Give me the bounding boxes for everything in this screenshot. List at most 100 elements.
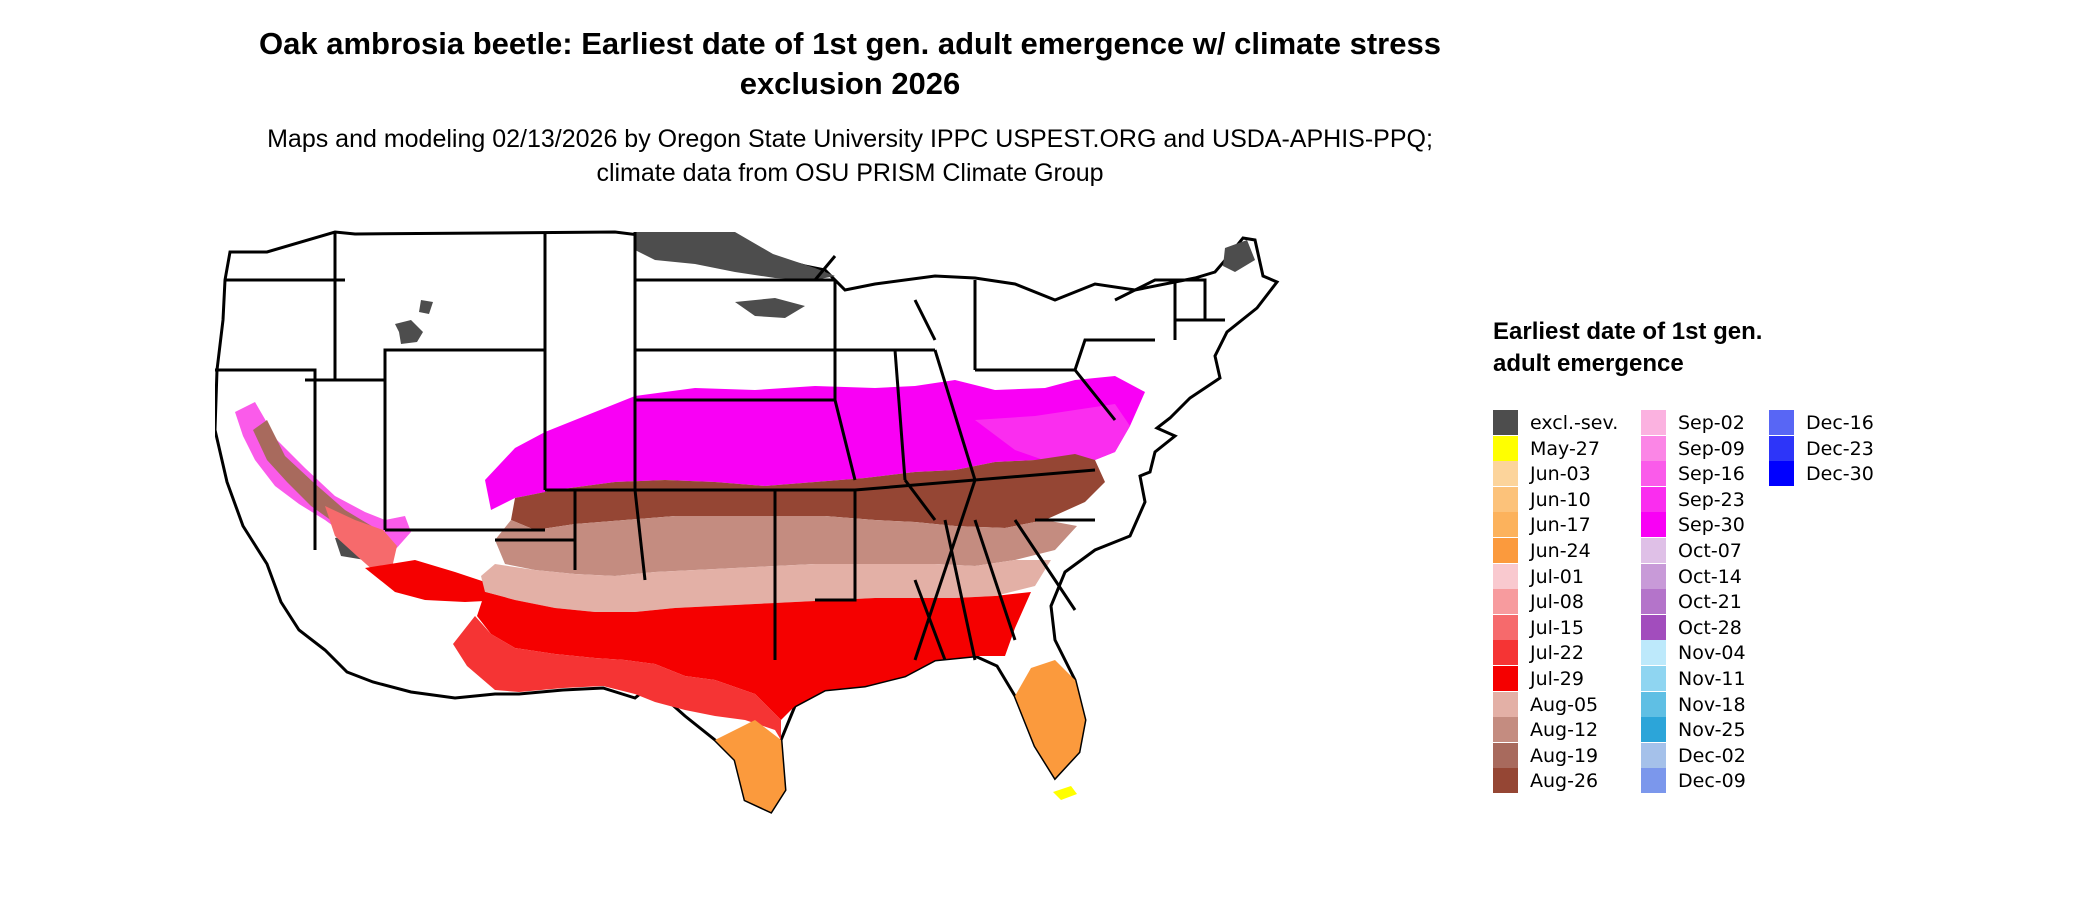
band-jun24-tx bbox=[715, 720, 785, 812]
legend-item: Aug-12 bbox=[1493, 717, 1643, 743]
map-title: Oak ambrosia beetle: Earliest date of 1s… bbox=[259, 26, 1441, 101]
legend-item: Dec-16 bbox=[1769, 410, 1919, 436]
band-jul29 bbox=[477, 592, 1031, 720]
legend-column: excl.-sev. May-27 Jun-03 Jun-10 Jun-17 Jun-24… bbox=[1493, 410, 1643, 794]
legend-column: Dec-16 Dec-23 Dec-30 bbox=[1769, 410, 1919, 487]
legend-swatch bbox=[1493, 486, 1518, 512]
legend-swatch bbox=[1769, 410, 1794, 435]
excl-region-wi bbox=[735, 298, 805, 318]
us-emergence-map bbox=[215, 230, 1280, 814]
band-sep30 bbox=[485, 376, 1145, 510]
legend-item: Dec-23 bbox=[1769, 435, 1919, 462]
legend-item: Jun-03 bbox=[1493, 461, 1643, 487]
west-red-band bbox=[325, 506, 397, 572]
legend-item: Jul-08 bbox=[1493, 589, 1643, 615]
legend-swatch bbox=[1641, 486, 1666, 512]
west-magenta-band bbox=[235, 402, 411, 560]
legend-swatch bbox=[1641, 410, 1666, 435]
legend-swatch bbox=[1493, 614, 1518, 640]
legend-swatch bbox=[1641, 537, 1666, 563]
legend-item: Nov-18 bbox=[1641, 691, 1791, 718]
legend-label: Jul-29 bbox=[1530, 667, 1584, 690]
legend-item: Aug-26 bbox=[1493, 768, 1643, 794]
legend-item: excl.-sev. bbox=[1493, 410, 1643, 436]
legend-item: Jul-29 bbox=[1493, 665, 1643, 692]
legend-item: Nov-25 bbox=[1641, 717, 1791, 743]
legend-label: Oct-28 bbox=[1678, 616, 1742, 639]
legend-label: Oct-07 bbox=[1678, 539, 1742, 562]
legend-label: Dec-16 bbox=[1806, 412, 1874, 434]
band-aug05 bbox=[481, 560, 1051, 612]
west-brown-band bbox=[253, 420, 385, 546]
legend-label: Aug-05 bbox=[1530, 693, 1599, 716]
legend-item: Sep-23 bbox=[1641, 486, 1791, 513]
legend-label: Dec-23 bbox=[1806, 437, 1874, 460]
legend-label: Nov-25 bbox=[1678, 719, 1746, 742]
legend-item: Aug-05 bbox=[1493, 691, 1643, 718]
legend-item: Jun-10 bbox=[1493, 486, 1643, 513]
legend-item: Jul-01 bbox=[1493, 563, 1643, 590]
legend-item: Sep-30 bbox=[1641, 512, 1791, 538]
legend-label: Jul-01 bbox=[1530, 565, 1584, 588]
legend-label: Aug-12 bbox=[1530, 719, 1599, 742]
legend-label: Sep-23 bbox=[1678, 488, 1745, 511]
legend-swatch bbox=[1641, 563, 1666, 589]
legend-item: Jul-22 bbox=[1493, 640, 1643, 666]
legend-item: Dec-09 bbox=[1641, 768, 1791, 794]
legend-swatch bbox=[1493, 461, 1518, 487]
legend-item: Jul-15 bbox=[1493, 614, 1643, 641]
legend-label: Aug-26 bbox=[1530, 770, 1599, 793]
legend-swatch bbox=[1493, 435, 1518, 461]
legend-label: Sep-02 bbox=[1678, 412, 1745, 434]
legend-column: Sep-02 Sep-09 Sep-16 Sep-23 Sep-30 Oct-07 Oct-… bbox=[1641, 410, 1791, 794]
legend-swatch bbox=[1493, 410, 1518, 435]
legend-label: Jun-03 bbox=[1530, 463, 1591, 486]
legend-item: May-27 bbox=[1493, 435, 1643, 462]
legend-label: Aug-19 bbox=[1530, 744, 1599, 767]
legend-swatch bbox=[1493, 640, 1518, 666]
legend-swatch bbox=[1493, 512, 1518, 538]
band-jun24-fl bbox=[1015, 660, 1085, 778]
legend-swatch bbox=[1769, 435, 1794, 461]
legend-swatch bbox=[1641, 691, 1666, 717]
legend-swatch bbox=[1493, 665, 1518, 691]
legend-label: Jul-08 bbox=[1530, 591, 1584, 614]
state-boundaries bbox=[215, 232, 1225, 661]
legend-label: Jun-10 bbox=[1530, 488, 1591, 511]
legend-item: Dec-02 bbox=[1641, 742, 1791, 769]
legend-label: excl.-sev. bbox=[1530, 412, 1619, 434]
legend-swatch bbox=[1641, 665, 1666, 691]
legend-title: Earliest date of 1st gen. adult emergenc… bbox=[1493, 318, 1763, 377]
legend-item: Oct-21 bbox=[1641, 589, 1791, 615]
excl-region-north-mn bbox=[635, 232, 835, 280]
legend-swatch bbox=[1493, 768, 1518, 794]
legend-label: Sep-09 bbox=[1678, 437, 1745, 460]
legend-label: May-27 bbox=[1530, 437, 1600, 460]
legend-item: Sep-02 bbox=[1641, 410, 1791, 436]
legend-item: Aug-19 bbox=[1493, 742, 1643, 769]
legend-item: Oct-14 bbox=[1641, 563, 1791, 590]
legend-swatch bbox=[1641, 589, 1666, 615]
legend-swatch bbox=[1641, 512, 1666, 538]
legend-label: Sep-30 bbox=[1678, 514, 1745, 537]
legend-item: Oct-07 bbox=[1641, 537, 1791, 564]
legend-swatch bbox=[1493, 537, 1518, 563]
legend-swatch bbox=[1641, 614, 1666, 640]
excl-region-wy bbox=[395, 320, 423, 344]
legend-label: Nov-18 bbox=[1678, 693, 1746, 716]
legend-swatch bbox=[1641, 768, 1666, 794]
legend-swatch bbox=[1493, 742, 1518, 768]
legend-swatch bbox=[1493, 589, 1518, 615]
excl-region-me bbox=[1223, 240, 1255, 272]
excl-region-wy2 bbox=[419, 300, 433, 314]
band-may27-keys bbox=[1053, 786, 1077, 800]
legend-swatch bbox=[1641, 640, 1666, 666]
band-aug26 bbox=[511, 454, 1105, 530]
legend-swatch bbox=[1641, 742, 1666, 768]
legend-label: Jul-22 bbox=[1530, 642, 1584, 665]
legend-item: Sep-16 bbox=[1641, 461, 1791, 487]
legend-item: Nov-11 bbox=[1641, 665, 1791, 692]
legend-label: Dec-02 bbox=[1678, 744, 1746, 767]
legend-label: Sep-16 bbox=[1678, 463, 1745, 486]
legend-swatch bbox=[1493, 563, 1518, 589]
